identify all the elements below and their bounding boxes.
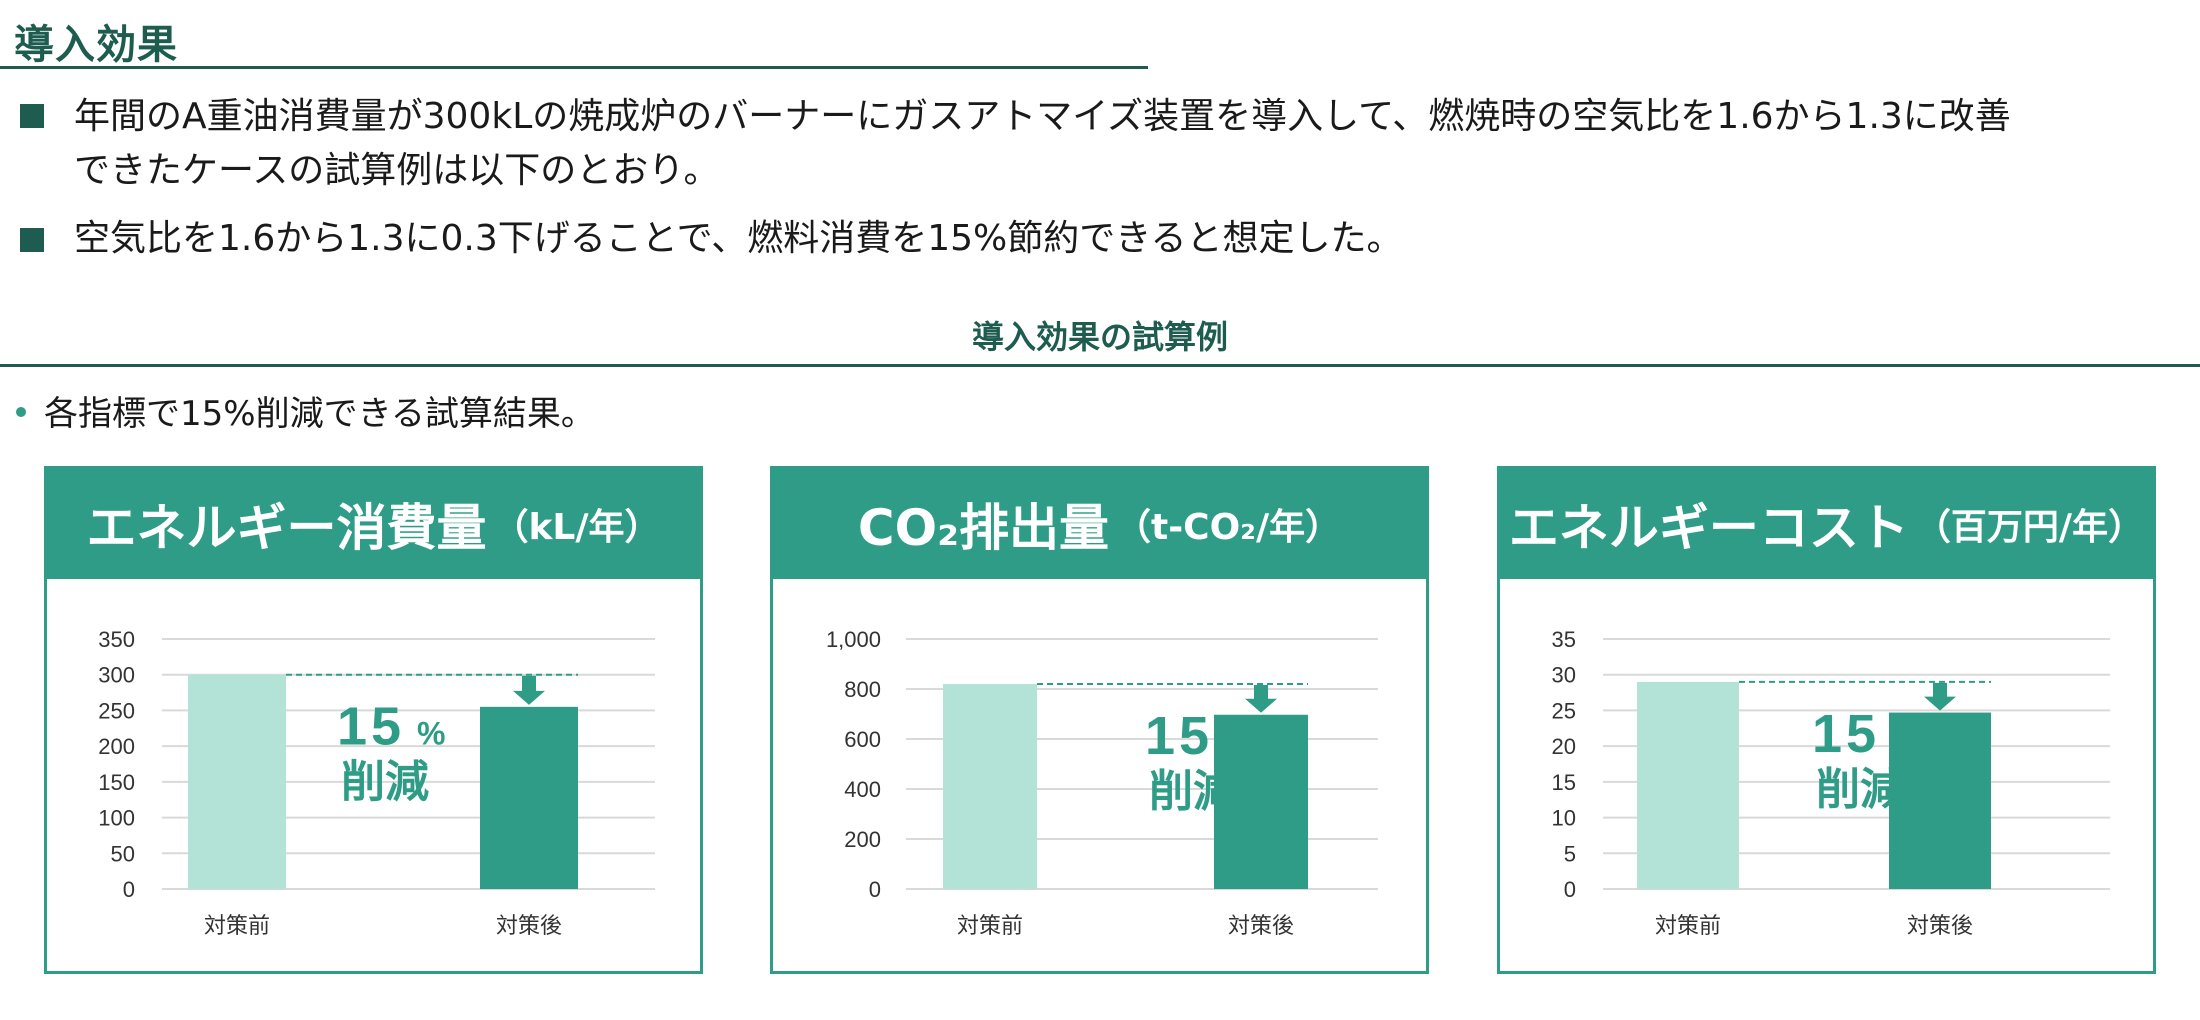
panel-unit: （kL/年） [492,507,661,548]
y-tick-label: 200 [98,734,135,759]
bullet-square-2 [20,228,44,252]
chart-panel-co2-emissions: CO₂排出量 （t-CO₂/年） 0 200 400 600 800 1,000 対策前 対策… [770,466,1429,974]
y-tick-label: 15 [1552,770,1576,795]
y-tick-label: 30 [1552,663,1576,688]
reduction-label: 削減 [1149,766,1237,817]
y-tick-label: 20 [1552,734,1576,759]
y-tick-label: 10 [1552,806,1576,831]
y-tick-label: 50 [111,841,135,866]
y-tick-label: 100 [98,806,135,831]
y-tick-label: 250 [98,698,135,723]
y-tick-label: 5 [1564,841,1576,866]
chart-panel-energy-cost: エネルギーコスト （百万円/年） 0 5 10 15 20 25 30 35 対策前 対策後 15%… [1497,466,2156,974]
reduction-label: 削減 [1816,764,1904,815]
bullet-square-1 [20,104,44,128]
bar-after [1214,714,1308,889]
reduction-percent-symbol: % [417,716,445,752]
chart-svg: 0 5 10 15 20 25 30 35 対策前 対策後 15 % 削減 [1552,627,2110,939]
bar-after [480,706,578,889]
down-arrow-icon [1924,682,1956,711]
y-tick-label: 400 [844,777,881,802]
y-tick-label: 25 [1552,698,1576,723]
x-category-label: 対策後 [1907,914,1973,939]
panel-unit: （百万円/年） [1914,507,2145,548]
x-category-label: 対策前 [957,914,1023,939]
bar-before [1637,681,1739,889]
panel-title: エネルギー消費量 [86,499,487,557]
bar-after [1889,712,1991,889]
reduction-percent: 15 [337,697,405,757]
panel-header: CO₂排出量 （t-CO₂/年） [773,469,1426,579]
y-tick-label: 300 [98,663,135,688]
down-arrow-icon [1245,685,1277,713]
panel-unit: （t-CO₂/年） [1115,507,1342,548]
sub-bullet-text: 各指標で15%削減できる試算結果。 [44,394,595,434]
y-tick-label: 150 [98,770,135,795]
x-category-label: 対策後 [1228,914,1294,939]
panel-header: エネルギーコスト （百万円/年） [1500,469,2153,579]
reduction-percent-symbol: % [1225,725,1253,761]
bullet-1-line-1: 年間のA重油消費量が300kLの焼成炉のバーナーにガスアトマイズ装置を導入して、… [74,96,2011,137]
reduction-percent-symbol: % [1892,723,1920,759]
y-tick-label: 0 [123,877,135,902]
sub-bullet-dot [16,407,26,417]
panel-header: エネルギー消費量 （kL/年） [47,469,700,579]
x-category-label: 対策前 [1655,914,1721,939]
down-arrow-icon [513,675,545,705]
panel-title: エネルギーコスト [1508,499,1909,557]
reduction-percent: 15 [1145,706,1213,766]
chart-svg: 0 50 100 150 200 250 300 350 対策前 対策後 15 % 削減 [98,627,655,939]
section-title: 導入効果の試算例 [971,318,1228,356]
section-rule [0,364,2200,367]
bullet-2-line-1: 空気比を1.6から1.3に0.3下げることで、燃料消費を15%節約できると想定し… [74,218,1403,259]
y-tick-label: 800 [844,677,881,702]
y-tick-label: 350 [98,627,135,652]
chart-panel-energy-consumption: エネルギー消費量 （kL/年） 0 50 100 150 200 250 300 350 対策前… [44,466,703,974]
y-tick-label: 1,000 [826,627,881,652]
y-tick-label: 0 [1564,877,1576,902]
reduction-percent: 15 [1812,704,1880,764]
page-title: 導入効果 [14,22,178,68]
y-tick-label: 600 [844,727,881,752]
bar-before [188,674,286,889]
title-underline [0,66,1148,69]
reduction-label: 削減 [341,757,429,808]
chart-svg: 0 200 400 600 800 1,000 対策前 対策後 15 % 削減 [826,627,1378,939]
y-tick-label: 200 [844,827,881,852]
x-category-label: 対策前 [204,914,270,939]
bar-before [943,684,1037,889]
panel-title: CO₂排出量 [857,499,1109,557]
y-tick-label: 0 [869,877,881,902]
bullet-1-line-2: できたケースの試算例は以下のとおり。 [74,150,720,191]
y-tick-label: 35 [1552,627,1576,652]
x-category-label: 対策後 [496,914,562,939]
